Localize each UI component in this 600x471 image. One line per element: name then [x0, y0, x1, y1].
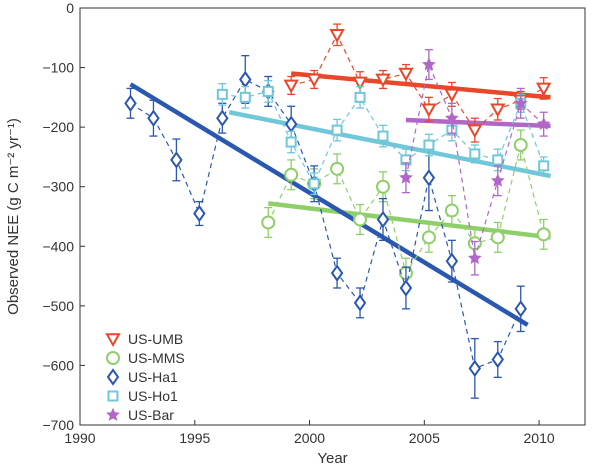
data-point	[399, 279, 413, 297]
data-point	[330, 264, 344, 282]
data-point	[492, 154, 504, 166]
legend-item-us-ha1: US-Ha1	[106, 368, 178, 386]
data-point	[147, 109, 160, 127]
y-tick-label: −300	[42, 179, 74, 195]
y-axis-title: Observed NEE (g C m⁻² yr⁻¹)	[5, 118, 22, 315]
y-tick-label: −100	[42, 60, 74, 76]
data-point	[490, 230, 505, 245]
legend-marker	[106, 407, 120, 421]
data-point	[261, 215, 276, 230]
data-point	[375, 73, 391, 88]
trend-line-us-ha1	[129, 82, 529, 327]
x-tick-label: 1995	[179, 430, 210, 446]
data-point	[423, 139, 435, 151]
legend-item-us-ho1: US-Ho1	[107, 388, 178, 404]
series-connector-us-umb	[291, 33, 544, 132]
x-tick-label: 2005	[409, 430, 440, 446]
data-point	[330, 161, 345, 176]
y-tick-label: −700	[42, 417, 74, 433]
legend-label: US-Ho1	[128, 388, 178, 404]
axis-ticks: 1990 1995 2000 2005 2010 0 −100 −200 −300 −400 −50…	[42, 0, 554, 446]
data-point	[538, 160, 550, 172]
data-point	[377, 130, 389, 142]
data-point	[352, 76, 368, 91]
series-us-bar	[399, 49, 551, 276]
legend-marker	[107, 390, 119, 402]
data-point	[490, 103, 506, 118]
data-point	[284, 167, 299, 182]
data-point	[467, 250, 482, 265]
data-point	[353, 212, 368, 227]
y-tick-label: −600	[42, 357, 74, 373]
data-series	[124, 23, 552, 399]
data-point	[490, 173, 505, 187]
data-point	[421, 230, 436, 245]
data-point	[308, 178, 320, 190]
legend-marker	[106, 351, 120, 365]
data-point	[354, 91, 366, 103]
data-point	[216, 109, 229, 127]
data-point	[467, 124, 483, 139]
data-point	[329, 29, 345, 43]
legend-label: US-UMB	[128, 331, 183, 347]
data-point	[239, 91, 251, 103]
x-tick-label: 1990	[64, 430, 95, 446]
trend-line-us-umb	[290, 71, 551, 100]
legend: US-UMB US-MMS US-Ha1 US-Ho1 US-Bar	[105, 331, 185, 423]
y-tick-label: −500	[42, 298, 74, 314]
data-point	[536, 227, 551, 242]
legend-label: US-MMS	[128, 350, 185, 366]
data-point	[262, 85, 274, 97]
data-point	[444, 110, 459, 125]
data-point	[124, 94, 137, 113]
data-point	[170, 151, 183, 169]
data-point	[421, 103, 437, 118]
legend-item-us-umb: US-UMB	[105, 331, 183, 348]
data-point	[513, 138, 528, 153]
data-point	[193, 204, 206, 223]
data-point	[469, 148, 481, 160]
data-point	[444, 203, 459, 218]
data-point	[376, 179, 390, 194]
data-point	[514, 300, 527, 318]
data-point	[445, 252, 459, 270]
data-point	[468, 359, 482, 378]
y-tick-label: 0	[66, 0, 74, 16]
data-point	[422, 169, 436, 187]
legend-label: US-Ha1	[128, 369, 178, 385]
legend-item-us-bar: US-Bar	[106, 407, 174, 423]
data-point	[513, 96, 528, 110]
trend-line-us-mms	[267, 201, 551, 240]
data-point	[491, 350, 505, 369]
data-point	[353, 294, 367, 312]
data-point	[535, 82, 552, 97]
data-point	[398, 67, 414, 82]
x-tick-label: 2010	[524, 430, 555, 446]
x-tick-label: 2000	[294, 430, 325, 446]
data-point	[422, 57, 436, 71]
data-point	[376, 210, 390, 229]
data-point	[399, 170, 413, 184]
legend-item-us-mms: US-MMS	[106, 350, 185, 366]
data-point	[536, 116, 551, 131]
legend-marker	[105, 333, 121, 348]
x-axis-title: Year	[317, 450, 347, 467]
plot-frame	[79, 7, 586, 426]
data-point	[283, 79, 299, 94]
data-point	[285, 136, 297, 148]
legend-label: US-Bar	[128, 407, 174, 423]
data-point	[444, 88, 460, 103]
data-point	[306, 73, 322, 88]
series-connector-us-ho1	[222, 90, 545, 186]
legend-marker	[106, 368, 120, 386]
data-point	[331, 124, 343, 136]
y-tick-label: −400	[42, 238, 74, 254]
y-tick-label: −200	[42, 119, 74, 135]
series-connector-us-ha1	[130, 78, 522, 370]
data-point	[216, 88, 228, 100]
